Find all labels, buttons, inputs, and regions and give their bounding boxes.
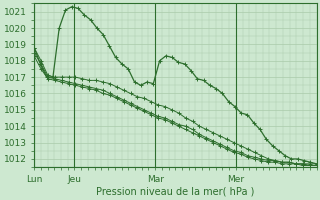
X-axis label: Pression niveau de la mer( hPa ): Pression niveau de la mer( hPa ) xyxy=(96,187,254,197)
